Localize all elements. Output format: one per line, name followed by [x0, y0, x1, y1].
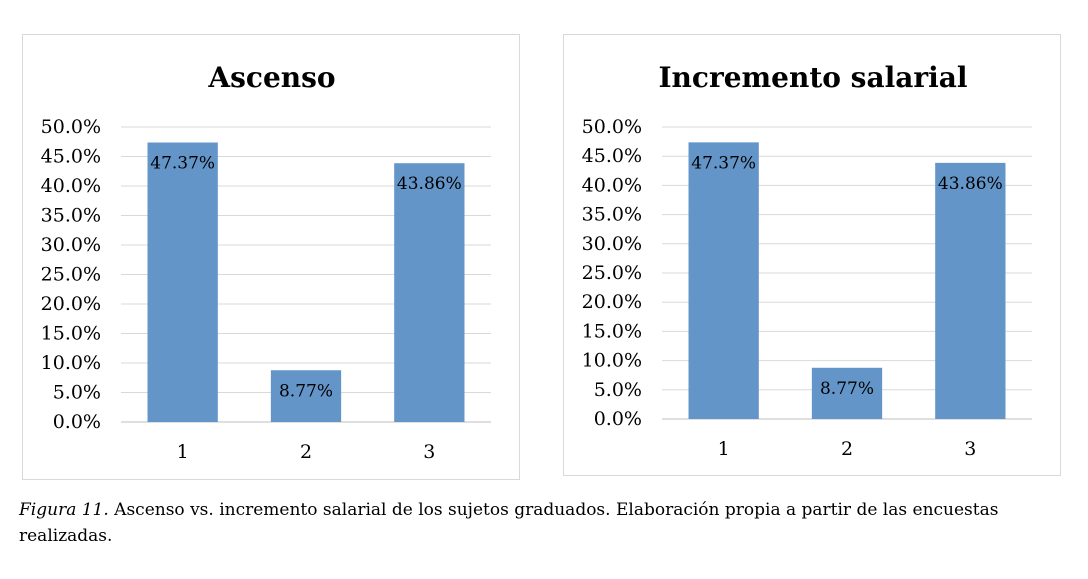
- chart0-ytick-label: 50.0%: [41, 116, 101, 138]
- chart0-xtick-label: 3: [423, 441, 435, 463]
- chart1-xtick-label: 3: [964, 438, 976, 460]
- chart1-bar: [688, 142, 759, 419]
- chart0-xtick-label: 1: [177, 441, 189, 463]
- chart1-ytick-label: 5.0%: [594, 379, 642, 401]
- chart1-ytick-label: 35.0%: [582, 204, 642, 226]
- chart1-ytick-label: 25.0%: [582, 262, 642, 284]
- figure-caption: Figura 11. Ascenso vs. incremento salari…: [19, 497, 1059, 549]
- chart1-xtick-label: 2: [841, 438, 853, 460]
- chart1-ytick-label: 0.0%: [594, 408, 642, 430]
- chart1-ytick-label: 45.0%: [582, 145, 642, 167]
- chart0-ytick-label: 25.0%: [41, 264, 101, 286]
- chart-incremento-salarial: Incremento salarial 0.0% 5.0% 10.0% 15.0% 20.…: [563, 34, 1061, 476]
- chart1-ytick-label: 30.0%: [582, 233, 642, 255]
- chart1-ytick-label: 10.0%: [582, 350, 642, 372]
- chart1-bar: [811, 367, 883, 419]
- chart1-data-label: 43.86%: [938, 174, 1003, 194]
- chart0-title: Ascenso: [207, 61, 335, 94]
- chart1-ytick-label: 50.0%: [582, 116, 642, 138]
- chart0-ytick-label: 20.0%: [41, 293, 101, 315]
- chart1-ytick-label: 15.0%: [582, 320, 642, 342]
- chart0-ytick-label: 15.0%: [41, 323, 101, 345]
- chart1-ytick-label: 20.0%: [582, 291, 642, 313]
- chart0-ytick-label: 45.0%: [41, 146, 101, 168]
- chart-ascenso: Ascenso 0.0% 5.0% 10.0% 15.0% 20.0% 25.0% 30.0%…: [22, 34, 520, 480]
- figure-caption-text: Ascenso vs. incremento salarial de los s…: [19, 500, 999, 546]
- chart-incremento-salarial-svg: Incremento salarial 0.0% 5.0% 10.0% 15.0% 20.…: [582, 61, 1032, 460]
- chart0-ytick-label: 40.0%: [41, 175, 101, 197]
- chart1-ytick-label: 40.0%: [582, 174, 642, 196]
- chart0-data-label: 43.86%: [397, 174, 462, 194]
- chart1-data-label: 8.77%: [820, 379, 874, 399]
- chart0-bar: [394, 163, 465, 422]
- chart1-title: Incremento salarial: [658, 61, 967, 94]
- chart0-ytick-label: 30.0%: [41, 234, 101, 256]
- chart0-ytick-label: 10.0%: [41, 352, 101, 374]
- chart-ascenso-svg: Ascenso 0.0% 5.0% 10.0% 15.0% 20.0% 25.0% 30.0%…: [41, 61, 491, 463]
- chart0-ytick-label: 35.0%: [41, 205, 101, 227]
- chart0-bar: [147, 142, 218, 422]
- chart0-bar: [270, 370, 342, 422]
- chart1-xtick-label: 1: [718, 438, 730, 460]
- chart0-xtick-label: 2: [300, 441, 312, 463]
- chart0-ytick-label: 0.0%: [53, 411, 101, 433]
- chart0-ytick-label: 5.0%: [53, 382, 101, 404]
- chart0-data-label: 47.37%: [150, 154, 215, 174]
- chart0-data-label: 8.77%: [279, 381, 333, 401]
- chart1-data-label: 47.37%: [691, 153, 756, 173]
- chart1-bar: [935, 162, 1006, 419]
- figure-caption-label: Figura 11.: [19, 500, 109, 520]
